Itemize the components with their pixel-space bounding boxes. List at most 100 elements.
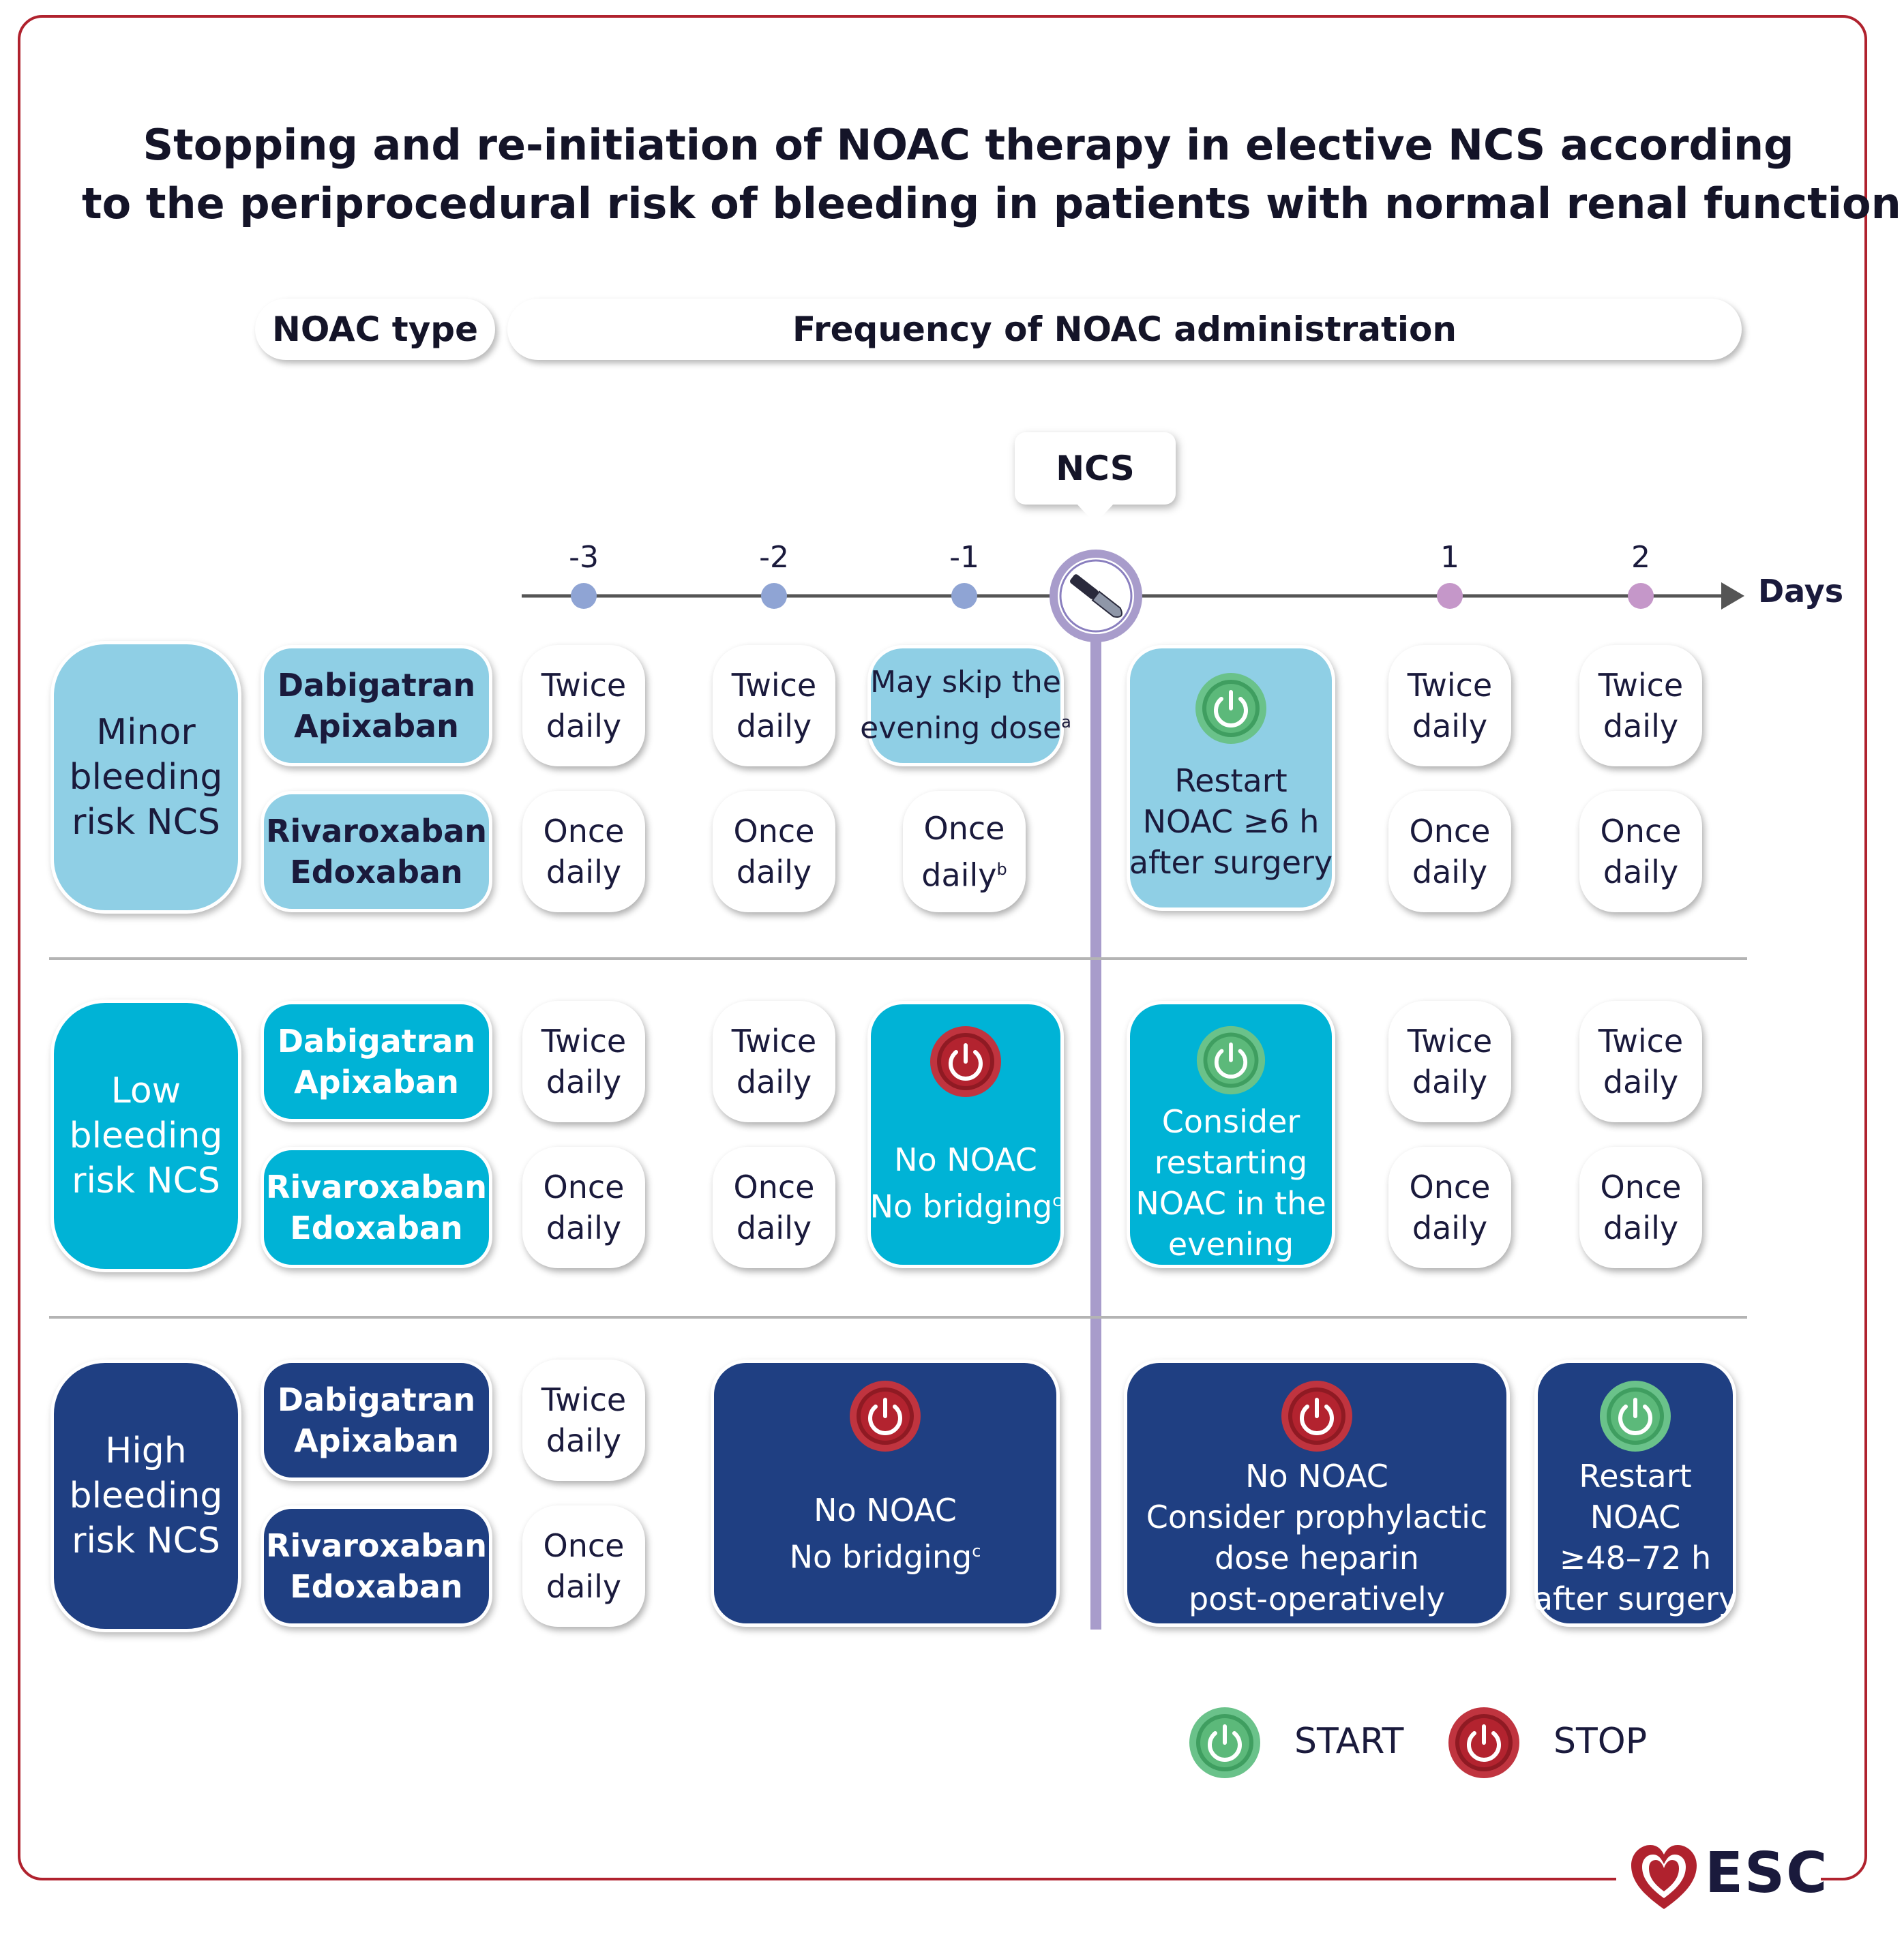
minor-twice-day-plus1: Twice daily — [1388, 645, 1511, 766]
minor-twice-day-plus2: Twice daily — [1579, 645, 1702, 766]
cell-text: daily — [921, 856, 997, 894]
low-once-day-plus2: Once daily — [1579, 1147, 1702, 1268]
drug-rivaroxaban-edoxaban-minor: Rivaroxaban Edoxaban — [261, 791, 492, 912]
minor-once-day-minus2: Once daily — [713, 791, 835, 912]
cell-text: NOAC ≥6 h — [1142, 803, 1320, 840]
drug-rivaroxaban-edoxaban-high: Rivaroxaban Edoxaban — [261, 1505, 492, 1627]
cell-text: daily — [1412, 708, 1488, 745]
risk-low: Low bleeding risk NCS — [50, 1000, 241, 1272]
esc-heart-logo — [1631, 1845, 1697, 1909]
cell-text-with-sup: dailyb — [921, 849, 1007, 895]
footnote-marker: b — [996, 859, 1007, 879]
esc-logo-text: ESC — [1705, 1841, 1829, 1906]
cell-text: Once — [1409, 1169, 1491, 1205]
row-separator-1 — [49, 957, 1747, 960]
cell-text: Once — [733, 813, 815, 850]
cell-text: Once — [543, 1169, 625, 1205]
high-restart-box: Restart NOAC ≥48–72 h after surgery — [1533, 1360, 1738, 1627]
low-once-day-plus1: Once daily — [1388, 1147, 1511, 1268]
cell-text: daily — [546, 1210, 622, 1246]
minor-once-day-plus1: Once daily — [1388, 791, 1511, 912]
minor-twice-day-minus3: Twice daily — [522, 645, 645, 766]
tick-label-plus2: 2 — [1631, 540, 1650, 575]
cell-text: daily — [736, 1064, 812, 1100]
high-once-day-minus3: Once daily — [522, 1505, 645, 1627]
cell-text: Consider — [1161, 1103, 1300, 1140]
cell-text: daily — [546, 1064, 622, 1100]
cell-text: ≥48–72 h — [1559, 1540, 1712, 1576]
cell-text: daily — [1603, 854, 1679, 890]
figure-title: Stopping and re-initiation of NOAC thera… — [82, 116, 1901, 233]
drug-name: Dabigatran — [277, 667, 476, 704]
row-separator-2 — [49, 1316, 1747, 1319]
cell-text: Once — [733, 1169, 815, 1205]
cell-text: Once — [923, 809, 1005, 847]
cell-text-with-sup: No bridgingc — [870, 1180, 1062, 1227]
cell-text: No NOAC — [1245, 1458, 1388, 1495]
cell-text: No bridging — [869, 1188, 1053, 1225]
cell-text: daily — [1412, 854, 1488, 890]
drug-rivaroxaban-edoxaban-low: Rivaroxaban Edoxaban — [261, 1147, 492, 1268]
cell-text: after surgery — [1533, 1580, 1738, 1617]
cell-text: Restart — [1579, 1458, 1692, 1495]
power-start-icon — [1196, 1025, 1266, 1095]
drug-name: Edoxaban — [290, 1568, 463, 1605]
drug-dabigatran-apixaban-low: Dabigatran Apixaban — [261, 1001, 492, 1122]
legend-start-icon — [1189, 1707, 1260, 1778]
drug-name: Edoxaban — [290, 854, 463, 890]
drug-dabigatran-apixaban-minor: Dabigatran Apixaban — [261, 645, 492, 766]
minor-skip-evening-dose: May skip the evening dosea — [860, 645, 1071, 766]
noac-type-header: NOAC type — [255, 299, 495, 360]
ncs-callout — [1015, 432, 1176, 524]
risk-high-line: bleeding — [69, 1475, 223, 1516]
risk-minor: Minor bleeding risk NCS — [50, 641, 241, 914]
cell-text: daily — [546, 708, 622, 745]
cell-text: Twice — [541, 1381, 627, 1418]
drug-name: Dabigatran — [277, 1023, 476, 1060]
drug-name: Apixaban — [294, 1064, 459, 1100]
risk-low-line: risk NCS — [72, 1160, 220, 1201]
footnote-marker: c — [1052, 1191, 1062, 1210]
cell-text: Once — [1600, 1169, 1682, 1205]
drug-dabigatran-apixaban-high: Dabigatran Apixaban — [261, 1360, 492, 1481]
cell-text: Twice — [1598, 1023, 1684, 1060]
low-restart-box: Consider restarting NOAC in the evening — [1127, 1001, 1335, 1268]
frequency-header: Frequency of NOAC administration — [507, 299, 1742, 360]
cell-text-with-sup: evening dosea — [860, 702, 1071, 749]
footnote-marker: a — [1061, 712, 1071, 732]
scalpel-icon — [1050, 550, 1142, 642]
low-twice-day-minus2: Twice daily — [713, 1001, 835, 1122]
cell-text: evening — [1167, 1226, 1294, 1263]
figure-frame — [18, 15, 1867, 1880]
legend-stop-icon — [1448, 1707, 1519, 1778]
cell-text: daily — [1412, 1064, 1488, 1100]
cell-text: No bridging — [789, 1538, 972, 1576]
low-twice-day-plus2: Twice daily — [1579, 1001, 1702, 1122]
low-twice-day-minus3: Twice daily — [522, 1001, 645, 1122]
risk-high: High bleeding risk NCS — [50, 1360, 241, 1632]
cell-text: Twice — [541, 1023, 627, 1060]
cell-text: Twice — [731, 1023, 817, 1060]
cell-text: Once — [543, 813, 625, 850]
tick-label-minus1: -1 — [949, 540, 979, 575]
cell-text: after surgery — [1129, 844, 1333, 881]
cell-text: daily — [546, 1568, 622, 1605]
tick-dot-minus2 — [761, 583, 787, 609]
cell-text: restarting — [1154, 1144, 1308, 1181]
cell-text: daily — [1603, 1064, 1679, 1100]
risk-low-line: bleeding — [69, 1115, 223, 1156]
power-stop-icon — [930, 1026, 1001, 1097]
cell-text: evening dose — [860, 710, 1062, 746]
drug-name: Rivaroxaban — [266, 813, 487, 850]
cell-text: daily — [1412, 1210, 1488, 1246]
cell-text: Once — [1600, 813, 1682, 850]
legend-stop-label: STOP — [1553, 1721, 1648, 1762]
low-once-day-minus3: Once daily — [522, 1147, 645, 1268]
minor-once-day-minus3: Once daily — [522, 791, 645, 912]
cell-text: daily — [1603, 1210, 1679, 1246]
risk-low-line: Low — [110, 1070, 181, 1111]
risk-minor-line: Minor — [96, 712, 196, 753]
minor-once-day-plus2: Once daily — [1579, 791, 1702, 912]
tick-dot-minus3 — [571, 583, 597, 609]
cell-text: NOAC in the — [1135, 1185, 1326, 1222]
